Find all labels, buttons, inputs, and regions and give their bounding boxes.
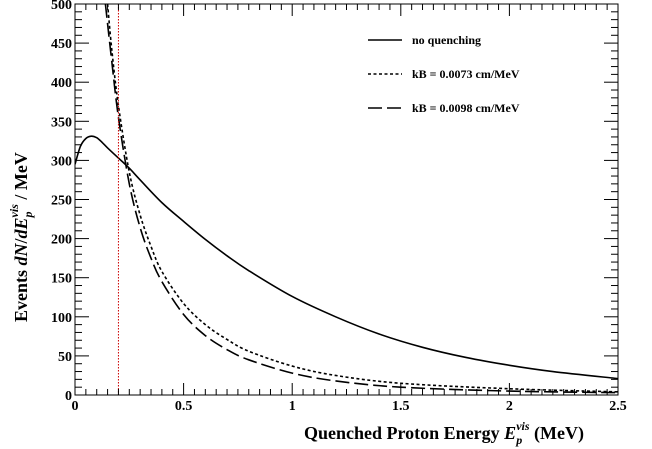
y-tick-label: 350 bbox=[51, 115, 72, 130]
x-tick-label: 0.5 bbox=[175, 399, 193, 414]
y-tick-label: 100 bbox=[51, 311, 72, 326]
y-tick-label: 200 bbox=[51, 233, 72, 248]
y-tick-label: 400 bbox=[51, 76, 72, 91]
y-axis-title: Events dN/dEpvis / MeV bbox=[7, 152, 35, 322]
y-tick-label: 500 bbox=[51, 0, 72, 13]
y-tick-label: 150 bbox=[51, 272, 72, 287]
x-tick-label: 2 bbox=[506, 399, 513, 414]
x-tick-label: 2.5 bbox=[609, 399, 627, 414]
series-line-1 bbox=[75, 135, 618, 380]
y-tick-label: 300 bbox=[51, 154, 72, 169]
x-tick-label: 0 bbox=[72, 399, 79, 414]
axis-layer: 0 0.5 1 1.5 2 2.5 0 50 100 150 200 250 300 350 400 450 5… bbox=[51, 0, 627, 414]
y-tick-label: 250 bbox=[51, 194, 72, 209]
plot-background bbox=[75, 4, 618, 395]
legend: no quenching kB = 0.0073 cm/MeV kB = 0.009… bbox=[368, 33, 520, 115]
y-tick-label: 450 bbox=[51, 37, 72, 52]
x-axis-title: Quenched Proton Energy Epvis (MeV) bbox=[304, 419, 584, 447]
x-tick-label: 1.5 bbox=[392, 399, 410, 414]
x-tick-label: 1 bbox=[289, 399, 296, 414]
legend-label-1: no quenching bbox=[412, 33, 481, 47]
legend-label-3: kB = 0.0098 cm/MeV bbox=[412, 101, 520, 115]
y-tick-label: 50 bbox=[58, 350, 72, 365]
y-tick-label: 0 bbox=[65, 389, 72, 404]
legend-label-2: kB = 0.0073 cm/MeV bbox=[412, 67, 520, 81]
